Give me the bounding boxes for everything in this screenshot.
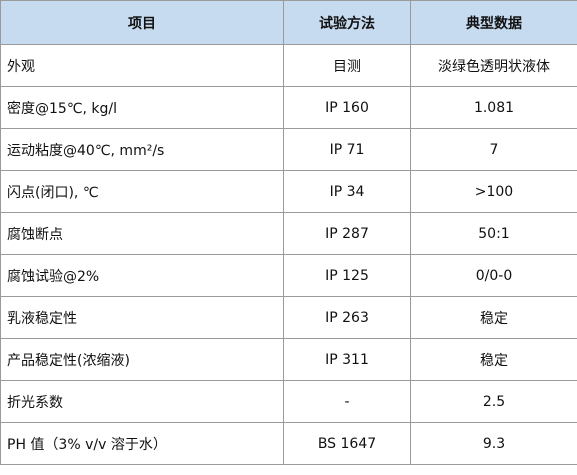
table-cell: BS 1647 (283, 422, 411, 465)
table-cell: - (283, 380, 411, 423)
table-cell: IP 287 (283, 212, 411, 255)
table-cell: 9.3 (410, 422, 577, 465)
table-row: 密度@15℃, kg/l IP 160 1.081 (0, 86, 577, 129)
table-cell: 淡绿色透明状液体 (410, 44, 577, 87)
table-cell: IP 311 (283, 338, 411, 381)
table-row: 腐蚀试验@2% IP 125 0/0-0 (0, 254, 577, 297)
data-table: 项目 试验方法 典型数据 外观 目测 淡绿色透明状液体 密度@15℃, kg/l IP 16… (0, 0, 577, 465)
table-cell: 腐蚀试验@2% (0, 254, 284, 297)
table-cell: 运动粘度@40℃, mm²/s (0, 128, 284, 171)
table-cell: 稳定 (410, 338, 577, 381)
table-body: 外观 目测 淡绿色透明状液体 密度@15℃, kg/l IP 160 1.081 运动粘度@… (0, 44, 577, 465)
table-cell: 闪点(闭口), ℃ (0, 170, 284, 213)
table-cell: 产品稳定性(浓缩液) (0, 338, 284, 381)
header-cell: 典型数据 (410, 0, 577, 45)
header-row: 项目 试验方法 典型数据 (0, 0, 577, 45)
table-cell: 2.5 (410, 380, 577, 423)
table-cell: 目测 (283, 44, 411, 87)
table-cell: 外观 (0, 44, 284, 87)
table-row: 腐蚀断点 IP 287 50:1 (0, 212, 577, 255)
table-cell: IP 125 (283, 254, 411, 297)
header-cell: 项目 (0, 0, 284, 45)
table-cell: IP 263 (283, 296, 411, 339)
table-cell: 密度@15℃, kg/l (0, 86, 284, 129)
header-cell: 试验方法 (283, 0, 411, 45)
table-cell: IP 71 (283, 128, 411, 171)
table-cell: PH 值（3% v/v 溶于水） (0, 422, 284, 465)
table-cell: 50:1 (410, 212, 577, 255)
table-cell: >100 (410, 170, 577, 213)
table-row: 乳液稳定性 IP 263 稳定 (0, 296, 577, 339)
table-row: 产品稳定性(浓缩液) IP 311 稳定 (0, 338, 577, 381)
table-row: 外观 目测 淡绿色透明状液体 (0, 44, 577, 87)
table-cell: 稳定 (410, 296, 577, 339)
table-row: PH 值（3% v/v 溶于水） BS 1647 9.3 (0, 422, 577, 465)
table-cell: 乳液稳定性 (0, 296, 284, 339)
table-row: 闪点(闭口), ℃ IP 34 >100 (0, 170, 577, 213)
table-cell: 折光系数 (0, 380, 284, 423)
table-cell: IP 34 (283, 170, 411, 213)
table-cell: 腐蚀断点 (0, 212, 284, 255)
table-row: 运动粘度@40℃, mm²/s IP 71 7 (0, 128, 577, 171)
table-row: 折光系数 -2.5 (0, 380, 577, 423)
table-cell: IP 160 (283, 86, 411, 129)
table-cell: 0/0-0 (410, 254, 577, 297)
table-cell: 7 (410, 128, 577, 171)
table-cell: 1.081 (410, 86, 577, 129)
